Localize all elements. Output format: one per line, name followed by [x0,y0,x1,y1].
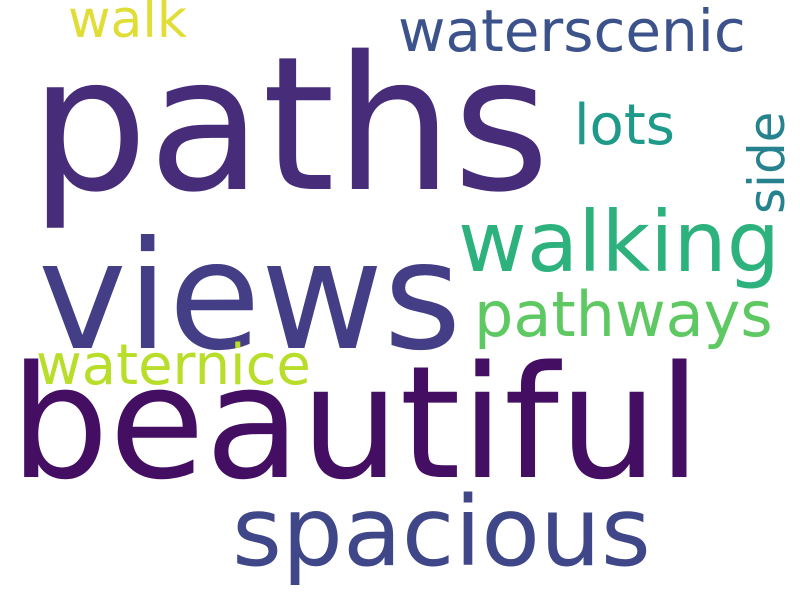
word-views: views [38,210,462,384]
word-lots: lots [574,93,675,158]
word-beautiful: beautiful [10,332,702,514]
word-paths: paths [30,16,550,233]
word-side: side [738,111,796,214]
word-walking: walking [458,193,781,291]
word-spacious: spacious [232,476,651,588]
word-walk: walk [68,0,187,50]
word-waternice: waternice [36,333,311,398]
word-pathways: pathways [474,278,773,351]
word-waterscenic: waterscenic [398,0,746,65]
